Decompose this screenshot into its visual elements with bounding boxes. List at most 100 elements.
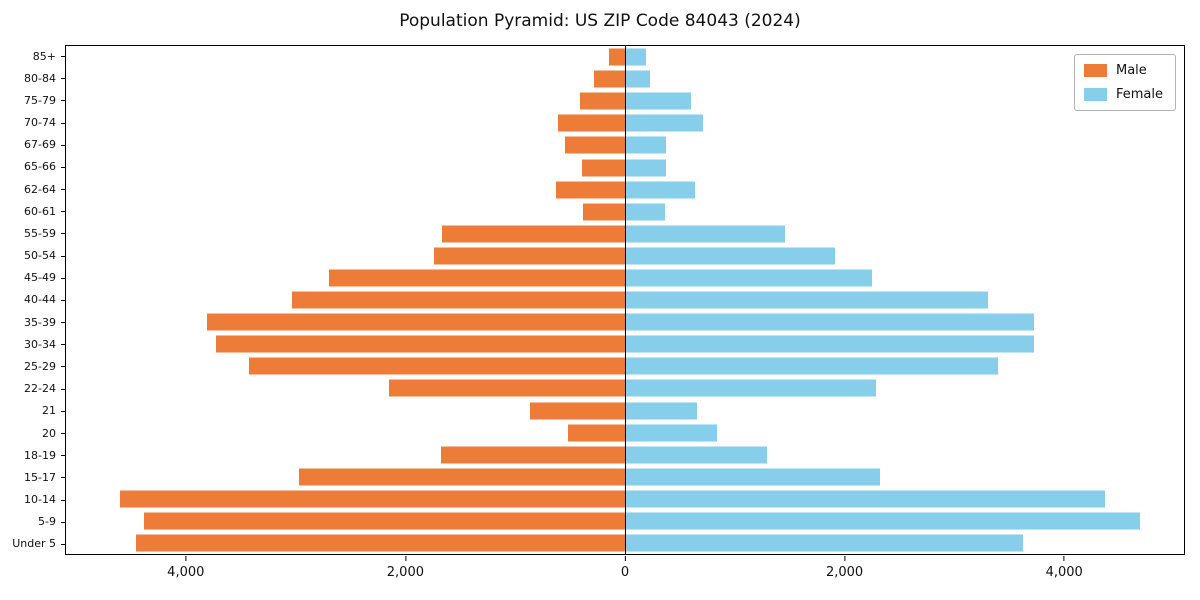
male-bar — [434, 247, 625, 265]
y-tick-label: 40-44 — [0, 289, 65, 311]
pyramid-row — [66, 201, 1184, 223]
pyramid-row — [66, 68, 1184, 90]
x-tick: 4,000 — [1046, 556, 1083, 580]
legend-entry-female: Female — [1083, 87, 1163, 102]
pyramid-row — [66, 223, 1184, 245]
y-tick-label: 62-64 — [0, 178, 65, 200]
pyramid-row — [66, 377, 1184, 399]
x-tick-mark — [1063, 556, 1065, 561]
male-bar — [216, 335, 625, 353]
pyramid-row — [66, 245, 1184, 267]
male-bar — [207, 313, 625, 331]
male-bar — [568, 424, 625, 442]
female-bar — [625, 291, 988, 309]
female-bar — [625, 446, 768, 464]
male-swatch — [1083, 64, 1107, 77]
x-tick: 0 — [621, 556, 629, 580]
zero-axis-line — [624, 46, 626, 554]
male-bar — [582, 203, 625, 221]
legend-label-female: Female — [1115, 87, 1163, 102]
x-tick: 2,000 — [826, 556, 863, 580]
pyramid-row — [66, 311, 1184, 333]
x-tick-label: 0 — [620, 565, 630, 580]
male-bar — [441, 225, 625, 243]
male-bar — [329, 269, 625, 287]
female-bar — [625, 48, 646, 66]
male-bar — [558, 114, 625, 132]
male-bar — [143, 512, 625, 530]
x-tick-mark — [844, 556, 846, 561]
x-tick-label: 2,000 — [386, 565, 424, 580]
male-bar — [249, 357, 625, 375]
bars-layer — [66, 46, 1184, 554]
female-bar — [625, 159, 667, 177]
pyramid-row — [66, 444, 1184, 466]
male-bar — [555, 181, 625, 199]
y-tick-label: 67-69 — [0, 134, 65, 156]
y-tick-label: 22-24 — [0, 378, 65, 400]
y-tick-label: 85+ — [0, 45, 65, 67]
male-bar — [299, 468, 625, 486]
female-bar — [625, 181, 696, 199]
x-tick-mark — [404, 556, 406, 561]
y-tick-label: 15-17 — [0, 466, 65, 488]
pyramid-row — [66, 355, 1184, 377]
y-tick-label: 10-14 — [0, 488, 65, 510]
x-tick-mark — [624, 556, 626, 561]
y-tick-label: 75-79 — [0, 89, 65, 111]
y-tick-label: 35-39 — [0, 311, 65, 333]
female-bar — [625, 335, 1034, 353]
y-tick-label: 55-59 — [0, 222, 65, 244]
female-bar — [625, 402, 698, 420]
male-bar — [291, 291, 625, 309]
male-bar — [389, 379, 625, 397]
y-tick-label: 50-54 — [0, 245, 65, 267]
y-tick-label: Under 5 — [0, 533, 65, 555]
y-tick-label: 80-84 — [0, 67, 65, 89]
y-tick-label: 30-34 — [0, 333, 65, 355]
pyramid-row — [66, 466, 1184, 488]
female-bar — [625, 490, 1106, 508]
y-axis-labels: 85+ 80-84 75-79 70-74 67-69 65-66 62-64 60-61 55… — [0, 45, 65, 555]
female-bar — [625, 136, 666, 154]
female-bar — [625, 357, 998, 375]
y-tick-label: 65-66 — [0, 156, 65, 178]
female-bar — [625, 313, 1034, 331]
female-bar — [625, 114, 703, 132]
y-tick-label: 5-9 — [0, 511, 65, 533]
x-tick-mark — [185, 556, 187, 561]
male-bar — [594, 70, 625, 88]
x-tick-label: 4,000 — [167, 565, 205, 580]
pyramid-row — [66, 333, 1184, 355]
female-bar — [625, 203, 665, 221]
male-bar — [119, 490, 625, 508]
pyramid-row — [66, 510, 1184, 532]
female-bar — [625, 269, 872, 287]
female-bar — [625, 512, 1141, 530]
male-bar — [136, 534, 625, 552]
x-tick-label: 4,000 — [1045, 565, 1083, 580]
female-bar — [625, 92, 691, 110]
male-bar — [440, 446, 625, 464]
male-bar — [564, 136, 625, 154]
female-bar — [625, 534, 1023, 552]
pyramid-row — [66, 46, 1184, 68]
female-bar — [625, 424, 718, 442]
y-tick-label: 45-49 — [0, 267, 65, 289]
pyramid-row — [66, 400, 1184, 422]
pyramid-row — [66, 289, 1184, 311]
y-tick-label: 21 — [0, 400, 65, 422]
legend: Male Female — [1073, 54, 1176, 111]
x-tick-label: 2,000 — [825, 565, 864, 580]
male-bar — [608, 48, 625, 66]
y-tick-label: 25-29 — [0, 355, 65, 377]
y-tick-label: 20 — [0, 422, 65, 444]
female-swatch — [1083, 88, 1107, 101]
y-tick-label: 60-61 — [0, 200, 65, 222]
pyramid-row — [66, 532, 1184, 554]
legend-entry-male: Male — [1083, 63, 1163, 78]
plot-area: Male Female — [65, 45, 1185, 555]
female-bar — [625, 379, 876, 397]
pyramid-row — [66, 90, 1184, 112]
